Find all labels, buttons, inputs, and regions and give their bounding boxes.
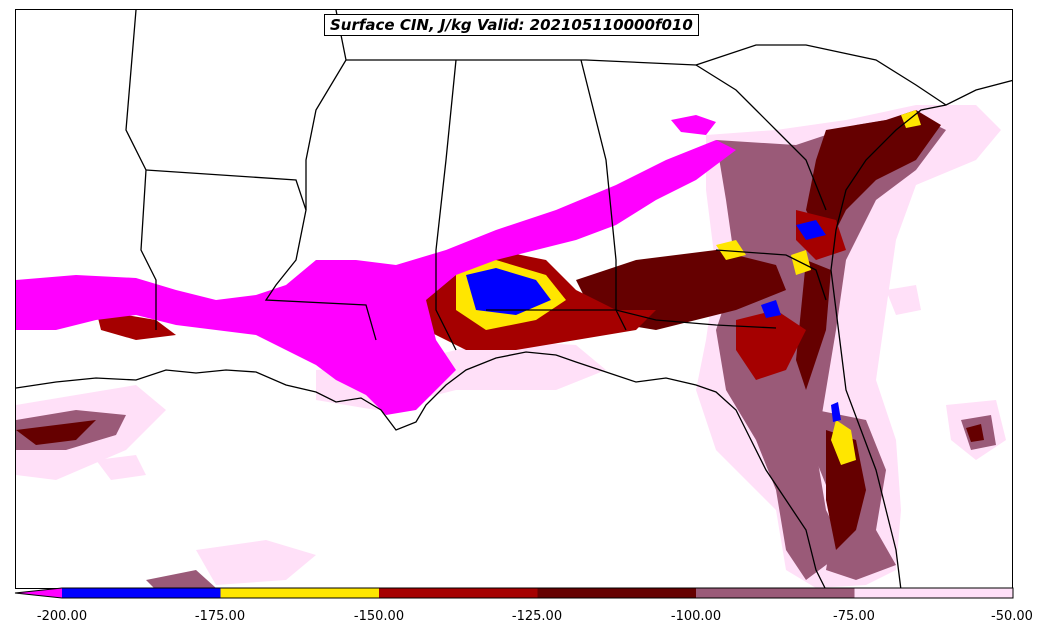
map-canvas [16,10,1012,588]
state-border-10 [715,249,827,301]
colorbar-tick-label: -125.00 [511,609,563,624]
state-border-3 [305,10,347,210]
colorbar-bin-6 [854,588,1013,598]
cin-region-darkred-georgia [796,260,831,390]
colorbar-bin-4 [537,588,696,598]
colorbar-tick-label: -100.00 [670,609,722,624]
state-border-1 [125,10,157,330]
cin-region-blue-alabama [466,268,551,315]
cin-region-darkred-atlantic [966,424,984,442]
colorbar-bin-1 [62,588,221,598]
cin-region-mauve-coast [716,115,946,580]
colorbar-tick-label: -150.00 [353,609,405,624]
state-border-5 [435,59,457,351]
gulf-coastline [16,351,826,588]
map-panel [15,9,1013,589]
colorbar-outline [14,587,1014,599]
colorbar-under-triangle [15,588,62,598]
cin-region-mauve-south [146,570,216,588]
cin-region-magenta-tn [671,115,716,135]
colorbar [14,587,1014,599]
colorbar-bin-5 [696,588,855,598]
state-border-8 [695,64,827,211]
state-border-7 [486,309,777,329]
cin-region-light-south [196,540,316,585]
cin-region-blue-ga [761,300,781,318]
cin-region-light-gulf-patch [96,455,146,480]
state-border-6 [580,59,627,331]
cin-region-blue-fl [831,402,841,422]
map-borders [16,10,1012,588]
map-title: Surface CIN, J/kg Valid: 202105110000f01… [324,14,699,36]
cin-region-yellow-ga [716,240,746,260]
colorbar-tick-label: -75.00 [833,609,875,624]
cin-region-magenta-texas [16,140,736,415]
cin-band-magenta [16,115,736,415]
colorbar-bin-2 [220,588,379,598]
cin-region-yellow-fl [831,420,856,465]
state-border-4 [346,59,697,66]
cin-region-darkred-gulf [16,420,96,445]
colorbar-tick-label: -50.00 [991,609,1033,624]
state-border-9 [695,44,947,106]
state-border-2 [145,169,377,341]
colorbar-bin-3 [379,588,538,598]
colorbar-tick-label: -175.00 [194,609,246,624]
cin-region-blue-sc [796,220,826,240]
colorbar-bins [62,588,1013,598]
atlantic-coastline [830,79,1012,588]
colorbar-tick-label: -200.00 [36,609,88,624]
cin-region-light-east-patch [886,285,921,315]
